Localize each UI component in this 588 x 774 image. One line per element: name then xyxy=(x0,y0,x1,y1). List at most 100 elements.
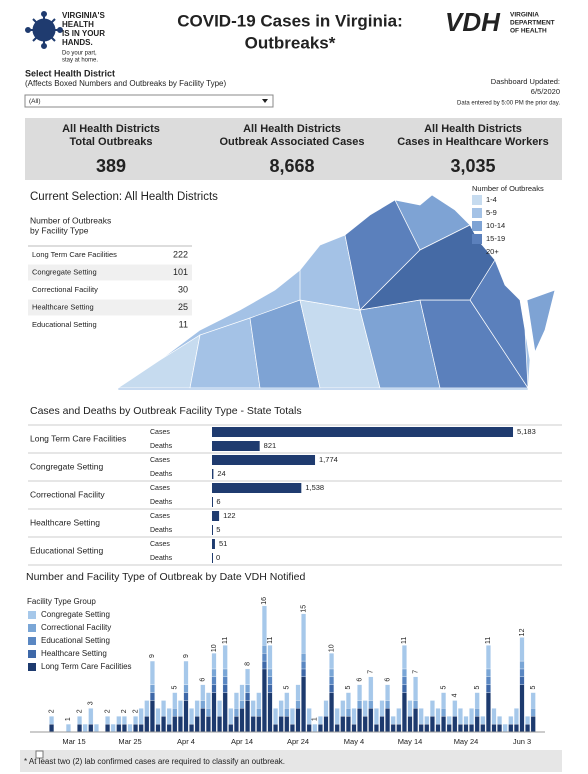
bar-segment xyxy=(217,700,223,717)
filter-label: Select Health District xyxy=(25,68,115,78)
bar-segment xyxy=(452,700,458,717)
bar-segment xyxy=(469,708,475,725)
x-tick-label: May 4 xyxy=(344,737,364,746)
bar-segment xyxy=(508,723,514,733)
bar-segment xyxy=(183,684,189,693)
logo-tagline: Do your part, xyxy=(62,51,97,57)
bar-segment xyxy=(340,700,346,717)
chart-title: Number and Facility Type of Outbreak by … xyxy=(26,571,306,583)
x-tick-label: Mar 15 xyxy=(62,737,85,746)
bar-segment xyxy=(200,700,206,709)
bar-segment xyxy=(228,723,234,733)
bar-segment xyxy=(82,723,88,733)
bar-segment xyxy=(205,716,211,733)
total-label: 2 xyxy=(132,709,139,713)
dropdown[interactable] xyxy=(24,94,274,108)
kpi-label: Outbreak Associated Cases xyxy=(219,136,364,148)
bar-segment xyxy=(530,692,536,709)
bar-segment xyxy=(256,692,262,709)
series-label: Cases xyxy=(150,513,170,520)
bar-segment xyxy=(267,645,273,670)
bar-segment xyxy=(273,708,279,725)
bar-segment xyxy=(474,708,480,717)
bar-segment xyxy=(323,700,329,717)
bar-segment xyxy=(245,700,251,733)
logo-text: HANDS. xyxy=(62,38,93,47)
bar-segment xyxy=(457,708,463,725)
bar-segment xyxy=(284,692,290,709)
bar-segment xyxy=(317,716,323,725)
bar-segment xyxy=(289,708,295,725)
bar xyxy=(212,539,215,549)
kpi-label: All Health Districts xyxy=(424,123,522,135)
bar-segment xyxy=(435,708,441,725)
total-label: 11 xyxy=(401,637,408,644)
bar-segment xyxy=(401,645,407,670)
x-tick-label: Apr 4 xyxy=(177,737,195,746)
bar-segment xyxy=(345,708,351,717)
bar-segment xyxy=(519,660,525,670)
bar-segment xyxy=(183,660,189,685)
dropdown-value[interactable]: (All) xyxy=(29,98,41,105)
x-tick-label: Mar 25 xyxy=(118,737,141,746)
bar-segment xyxy=(525,723,531,733)
table-cell: 11 xyxy=(179,319,188,329)
bar-segment xyxy=(161,700,167,717)
bar-segment xyxy=(401,676,407,685)
bar-segment xyxy=(357,700,363,709)
legend-label: 10-14 xyxy=(486,221,505,230)
chart-title: Cases and Deaths by Outbreak Facility Ty… xyxy=(30,405,302,417)
value-label: 51 xyxy=(219,539,227,548)
total-label: 2 xyxy=(104,709,111,713)
legend-label: Educational Setting xyxy=(41,636,110,645)
bar-segment xyxy=(149,700,155,733)
checkbox[interactable] xyxy=(35,750,44,759)
bar-segment xyxy=(245,684,251,693)
bar-segment xyxy=(211,676,217,685)
bar-segment xyxy=(200,708,206,733)
total-label: 1 xyxy=(312,717,319,721)
bar-segment xyxy=(194,700,200,717)
bar-segment xyxy=(525,716,531,725)
bar-segment xyxy=(289,723,295,733)
category-label: Healthcare Setting xyxy=(30,517,100,527)
category-label: Congregate Setting xyxy=(30,461,104,471)
bar-segment xyxy=(211,668,217,677)
bar-segment xyxy=(390,723,396,733)
bar-segment xyxy=(177,700,183,717)
bar-segment xyxy=(357,708,363,733)
bar-segment xyxy=(362,716,368,733)
bar-segment xyxy=(256,716,262,733)
value-label: 122 xyxy=(223,511,236,520)
bar-segment xyxy=(508,716,514,725)
value-label: 5,183 xyxy=(517,427,536,436)
legend-swatch xyxy=(28,624,36,632)
table-title: Number of Outbreaks xyxy=(30,215,111,225)
bar-segment xyxy=(497,716,503,725)
bar-segment xyxy=(424,723,430,733)
bar-segment xyxy=(194,716,200,733)
bar-segment xyxy=(469,723,475,733)
value-label: 24 xyxy=(217,469,225,478)
bar-segment xyxy=(121,723,127,733)
bar-segment xyxy=(390,716,396,725)
logo-text: HEALTH xyxy=(62,20,94,29)
dropdown-arrow[interactable] xyxy=(262,99,268,103)
bar-segment xyxy=(301,676,307,733)
bar-segment xyxy=(116,716,122,725)
legend-label: Congregate Setting xyxy=(41,610,110,619)
bar-segment xyxy=(200,684,206,701)
bar-segment xyxy=(278,700,284,717)
total-label: 11 xyxy=(485,637,492,644)
bar-segment xyxy=(161,716,167,733)
bar-segment xyxy=(267,676,273,685)
total-label: 5 xyxy=(284,686,291,690)
bar-segment xyxy=(474,716,480,733)
bar-segment xyxy=(368,700,374,709)
bar xyxy=(212,455,316,465)
x-tick-label: May 14 xyxy=(398,737,423,746)
kpi-label: Cases in Healthcare Workers xyxy=(397,136,548,148)
total-label: 5 xyxy=(530,686,537,690)
total-label: 2 xyxy=(121,709,128,713)
bar-segment xyxy=(239,700,245,709)
